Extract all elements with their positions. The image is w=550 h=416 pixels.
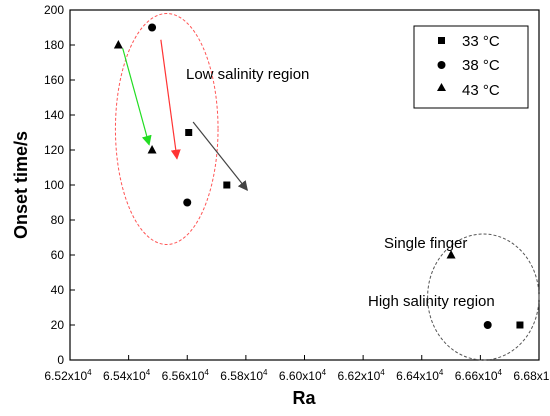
legend: 33 °C 38 °C 43 °C xyxy=(413,25,529,109)
x-tick-label: 6.58x104 xyxy=(220,368,268,383)
legend-label-43: 43 °C xyxy=(462,82,500,99)
y-tick-label: 80 xyxy=(51,213,65,227)
y-tick-label: 200 xyxy=(44,3,64,17)
legend-label-33: 33 °C xyxy=(462,33,500,50)
x-tick-label: 6.64x104 xyxy=(396,368,444,383)
y-tick-label: 20 xyxy=(51,318,65,332)
x-tick-label: 6.66x104 xyxy=(455,368,503,383)
x-tick-label: 6.62x104 xyxy=(338,368,386,383)
y-axis-title: Onset time/s xyxy=(11,131,31,239)
y-tick-label: 40 xyxy=(51,283,65,297)
y-tick-label: 60 xyxy=(51,248,65,262)
y-tick-label: 100 xyxy=(44,178,64,192)
y-tick-label: 0 xyxy=(57,353,64,367)
x-axis-title: Ra xyxy=(292,388,316,408)
point-triangle xyxy=(446,250,456,259)
trend-arrows xyxy=(122,39,248,192)
x-tick-label: 6.68x104 xyxy=(513,368,550,383)
legend-marker-square xyxy=(438,37,445,44)
trend-arrow-2 xyxy=(192,121,248,192)
point-circle xyxy=(183,198,192,207)
annotation-high-salinity: High salinity region xyxy=(368,293,495,310)
y-tick-label: 120 xyxy=(44,143,64,157)
x-tick-label: 6.56x104 xyxy=(162,368,210,383)
x-tick-label: 6.60x104 xyxy=(279,368,327,383)
legend-box xyxy=(413,25,529,109)
region-ellipse-1 xyxy=(427,233,540,361)
axis-ticks xyxy=(69,9,540,361)
data-points xyxy=(113,23,524,329)
axis-tick-labels: 0 20 40 60 80 100 120 140 160 180 200 6.52x104 6.54x… xyxy=(44,3,550,383)
point-circle xyxy=(148,23,157,32)
legend-label-38: 38 °C xyxy=(462,57,500,74)
annotation-single-finger: Single finger xyxy=(384,235,467,252)
legend-marker-circle xyxy=(437,61,446,69)
trend-arrow-1 xyxy=(160,39,181,160)
y-tick-label: 180 xyxy=(44,38,64,52)
region-ellipses xyxy=(114,13,540,361)
legend-marker-triangle xyxy=(437,83,446,91)
point-triangle xyxy=(113,40,123,49)
point-triangle xyxy=(147,145,157,154)
x-tick-label: 6.52x104 xyxy=(44,368,92,383)
trend-arrow-0 xyxy=(122,48,152,146)
point-square xyxy=(516,321,524,329)
point-circle xyxy=(483,321,492,329)
point-square xyxy=(185,129,193,136)
x-tick-label: 6.54x104 xyxy=(103,368,151,383)
y-tick-label: 140 xyxy=(44,108,64,122)
annotation-low-salinity: Low salinity region xyxy=(186,66,309,83)
region-ellipse-0 xyxy=(114,13,219,245)
y-tick-label: 160 xyxy=(44,73,64,87)
point-square xyxy=(223,181,231,189)
